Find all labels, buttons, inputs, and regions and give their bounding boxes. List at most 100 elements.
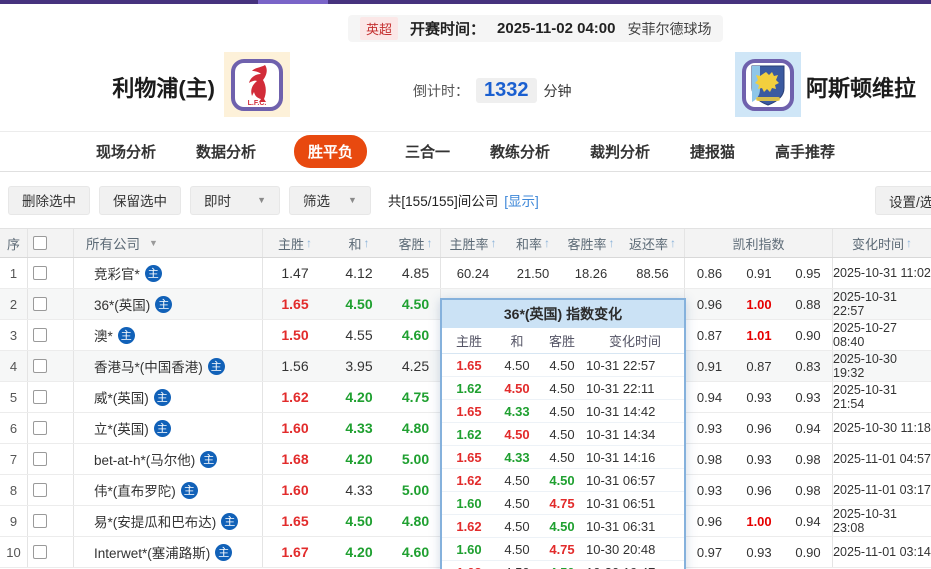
header-away-rate[interactable]: 客胜率 ↑ xyxy=(561,229,621,257)
header-change-time[interactable]: 变化时间 ↑ xyxy=(833,229,931,257)
header-seq[interactable]: 序 xyxy=(0,229,28,257)
row-checkbox[interactable] xyxy=(33,297,47,311)
delete-selected-button[interactable]: 删除选中 xyxy=(8,185,90,215)
draw-odds[interactable]: 4.20 xyxy=(345,451,373,467)
popup-draw-odds: 4.50 xyxy=(504,495,530,511)
away-odds[interactable]: 4.60 xyxy=(391,537,441,567)
away-odds[interactable]: 4.85 xyxy=(391,258,441,288)
tab-3[interactable]: 三合一 xyxy=(404,144,450,161)
tab-7[interactable]: 高手推荐 xyxy=(775,144,836,161)
tab-0[interactable]: 现场分析 xyxy=(95,144,156,161)
tab-1[interactable]: 数据分析 xyxy=(195,144,256,161)
row-company[interactable]: 伟*(直布罗陀) 主 xyxy=(74,475,263,505)
home-odds[interactable]: 1.60 xyxy=(281,420,309,436)
away-odds[interactable]: 5.00 xyxy=(391,475,441,505)
row-company[interactable]: 香港马*(中国香港) 主 xyxy=(74,351,263,381)
host-badge: 主 xyxy=(221,512,239,530)
change-time: 2025-10-30 11:18 xyxy=(833,421,931,435)
draw-odds[interactable]: 4.12 xyxy=(345,265,373,281)
away-odds[interactable]: 4.60 xyxy=(391,320,441,350)
kelly-draw: 0.93 xyxy=(746,451,772,467)
home-odds[interactable]: 1.65 xyxy=(281,513,309,529)
tab-2[interactable]: 胜平负 xyxy=(293,135,367,168)
draw-odds[interactable]: 4.55 xyxy=(345,327,373,343)
row-checkbox[interactable] xyxy=(33,421,47,435)
header-draw-label: 和 xyxy=(348,236,362,252)
draw-odds[interactable]: 4.50 xyxy=(345,513,373,529)
row-company[interactable]: 立*(英国) 主 xyxy=(74,413,263,443)
row-seq: 6 xyxy=(0,413,28,443)
row-checkbox[interactable] xyxy=(33,328,47,342)
header-company[interactable]: 所有公司 ▼ xyxy=(74,229,263,257)
row-company[interactable]: 竞彩官* 主 xyxy=(74,258,263,288)
draw-odds[interactable]: 3.95 xyxy=(345,358,373,374)
header-kelly: 凯利指数 xyxy=(685,229,833,257)
row-checkbox[interactable] xyxy=(33,359,47,373)
row-company[interactable]: 36*(英国) 主 xyxy=(74,289,263,319)
popup-row: 1.62 4.50 4.50 10-31 22:11 xyxy=(442,377,684,400)
popup-row: 1.65 4.33 4.50 10-31 14:42 xyxy=(442,400,684,423)
row-company[interactable]: bet-at-h*(马尔他) 主 xyxy=(74,444,263,474)
row-company[interactable]: 易*(安提瓜和巴布达) 主 xyxy=(74,506,263,536)
popup-row: 1.65 4.50 4.50 10-31 22:57 xyxy=(442,354,684,377)
sort-up-icon: ↑ xyxy=(608,236,615,250)
home-odds[interactable]: 1.67 xyxy=(281,544,309,560)
tab-4[interactable]: 教练分析 xyxy=(490,144,551,161)
away-odds[interactable]: 4.50 xyxy=(391,289,441,319)
away-odds[interactable]: 4.80 xyxy=(391,506,441,536)
tab-5[interactable]: 裁判分析 xyxy=(590,144,651,161)
home-odds[interactable]: 1.60 xyxy=(281,482,309,498)
popup-title: 36*(英国) 指数变化 xyxy=(442,300,684,328)
popup-row: 1.65 4.33 4.50 10-31 14:16 xyxy=(442,446,684,469)
draw-odds[interactable]: 4.50 xyxy=(345,296,373,312)
popup-change-time: 10-31 06:57 xyxy=(586,472,656,488)
change-time: 2025-11-01 04:57 xyxy=(833,452,931,466)
live-dropdown[interactable]: 即时 ▼ xyxy=(190,185,280,215)
row-company[interactable]: 威*(英国) 主 xyxy=(74,382,263,412)
host-badge: 主 xyxy=(207,357,225,375)
row-checkbox[interactable] xyxy=(33,545,47,559)
away-odds[interactable]: 4.80 xyxy=(391,413,441,443)
row-seq: 1 xyxy=(0,258,28,288)
keep-selected-button[interactable]: 保留选中 xyxy=(99,185,181,215)
header-draw-rate[interactable]: 和率 ↑ xyxy=(505,229,561,257)
draw-odds[interactable]: 4.33 xyxy=(345,420,373,436)
table-row[interactable]: 1 竞彩官* 主 1.47 4.12 4.85 60.24 21.50 18.2… xyxy=(0,258,931,289)
header-home-odds[interactable]: 主胜 ↑ xyxy=(263,229,327,257)
kelly-away: 0.98 xyxy=(784,444,833,474)
show-link[interactable]: [显示] xyxy=(504,194,539,209)
row-checkbox[interactable] xyxy=(33,390,47,404)
row-checkbox[interactable] xyxy=(33,514,47,528)
home-odds[interactable]: 1.62 xyxy=(281,389,309,405)
row-checkbox[interactable] xyxy=(33,452,47,466)
home-odds[interactable]: 1.65 xyxy=(281,296,309,312)
popup-change-time: 10-31 22:57 xyxy=(586,357,656,373)
settings-button[interactable]: 设置/选项 xyxy=(875,186,931,215)
popup-row: 1.62 4.50 4.50 10-31 14:34 xyxy=(442,423,684,446)
filter-dropdown[interactable]: 筛选 ▼ xyxy=(289,185,371,215)
header-away-odds[interactable]: 客胜 ↑ xyxy=(391,229,441,257)
header-home-rate[interactable]: 主胜率 ↑ xyxy=(441,229,505,257)
row-checkbox[interactable] xyxy=(33,483,47,497)
company-name: bet-at-h*(马尔他) xyxy=(94,453,196,468)
home-odds[interactable]: 1.68 xyxy=(281,451,309,467)
draw-odds[interactable]: 4.20 xyxy=(345,389,373,405)
row-company[interactable]: 澳* 主 xyxy=(74,320,263,350)
header-payout-rate[interactable]: 返还率 ↑ xyxy=(621,229,685,257)
kelly-draw: 0.93 xyxy=(746,389,772,405)
home-odds[interactable]: 1.47 xyxy=(281,265,309,281)
header-draw-odds[interactable]: 和 ↑ xyxy=(327,229,391,257)
home-odds[interactable]: 1.50 xyxy=(281,327,309,343)
kelly-draw: 0.87 xyxy=(746,358,772,374)
home-odds[interactable]: 1.56 xyxy=(281,358,309,374)
away-odds[interactable]: 4.75 xyxy=(391,382,441,412)
row-company[interactable]: Interwet*(塞浦路斯) 主 xyxy=(74,537,263,567)
draw-odds[interactable]: 4.33 xyxy=(345,482,373,498)
away-odds[interactable]: 5.00 xyxy=(391,444,441,474)
tab-6[interactable]: 捷报猫 xyxy=(690,144,736,161)
draw-odds[interactable]: 4.20 xyxy=(345,544,373,560)
row-checkbox[interactable] xyxy=(33,266,47,280)
top-progress-bar xyxy=(0,0,931,4)
select-all-checkbox[interactable] xyxy=(33,236,47,250)
away-odds[interactable]: 4.25 xyxy=(391,351,441,381)
